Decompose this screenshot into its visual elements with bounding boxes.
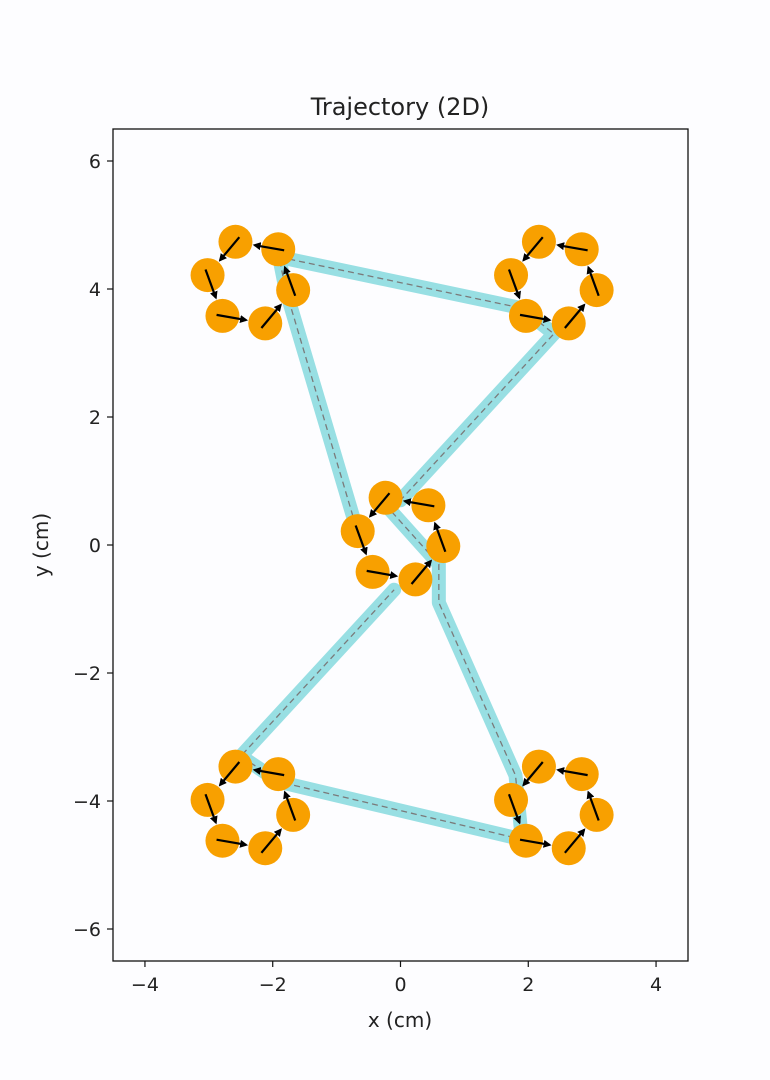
y-tick-label: 6 [89,151,101,173]
chart-title: Trajectory (2D) [310,93,490,121]
direction-arrow [218,761,241,787]
direction-arrow [556,767,588,777]
plot-area [190,224,614,866]
direction-arrow [216,838,249,848]
direction-arrow [564,303,586,329]
direction-arrow [354,525,368,556]
x-axis: −4 −2 0 2 4 [131,961,662,996]
y-tick-label: −6 [73,919,101,941]
point-cluster [340,480,461,597]
x-tick-label: 4 [650,974,662,996]
y-axis-label: y (cm) [29,513,53,577]
y-tick-label: 0 [89,535,101,557]
direction-arrow [410,559,433,585]
x-tick-label: 2 [522,974,534,996]
direction-arrow [522,761,544,787]
trajectory-line [239,256,555,841]
y-tick-label: −4 [73,791,101,813]
direction-arrow [366,569,399,579]
direction-arrow [216,313,249,323]
point-cluster [494,224,614,341]
direction-arrow [260,303,282,329]
direction-arrow [507,269,521,300]
x-axis-label: x (cm) [368,1008,432,1032]
direction-arrow [283,265,297,297]
y-tick-label: 2 [89,407,101,429]
direction-arrow [507,793,521,825]
direction-arrow [368,492,391,518]
direction-arrow [519,313,552,323]
point-cluster [190,224,311,341]
direction-arrow [218,236,241,262]
direction-arrow [252,767,285,777]
point-cluster [494,749,614,866]
direction-arrow [260,828,282,854]
direction-arrow [283,790,297,821]
direction-arrow [204,269,218,300]
direction-arrow [564,828,586,854]
direction-arrow [204,793,218,825]
x-tick-label: −4 [131,974,159,996]
x-tick-label: 0 [394,974,406,996]
direction-arrow [522,236,544,262]
direction-arrow [519,838,552,848]
direction-arrow [556,242,588,252]
x-tick-label: −2 [259,974,287,996]
point-cluster [190,749,311,866]
direction-arrow [586,265,600,297]
direction-arrow [402,498,435,508]
y-tick-label: 4 [89,279,101,301]
direction-arrow [252,242,285,252]
direction-arrow [433,521,447,553]
direction-arrow [586,790,600,821]
y-axis: −6 −4 −2 0 2 4 6 [73,151,113,941]
y-tick-label: −2 [73,663,101,685]
